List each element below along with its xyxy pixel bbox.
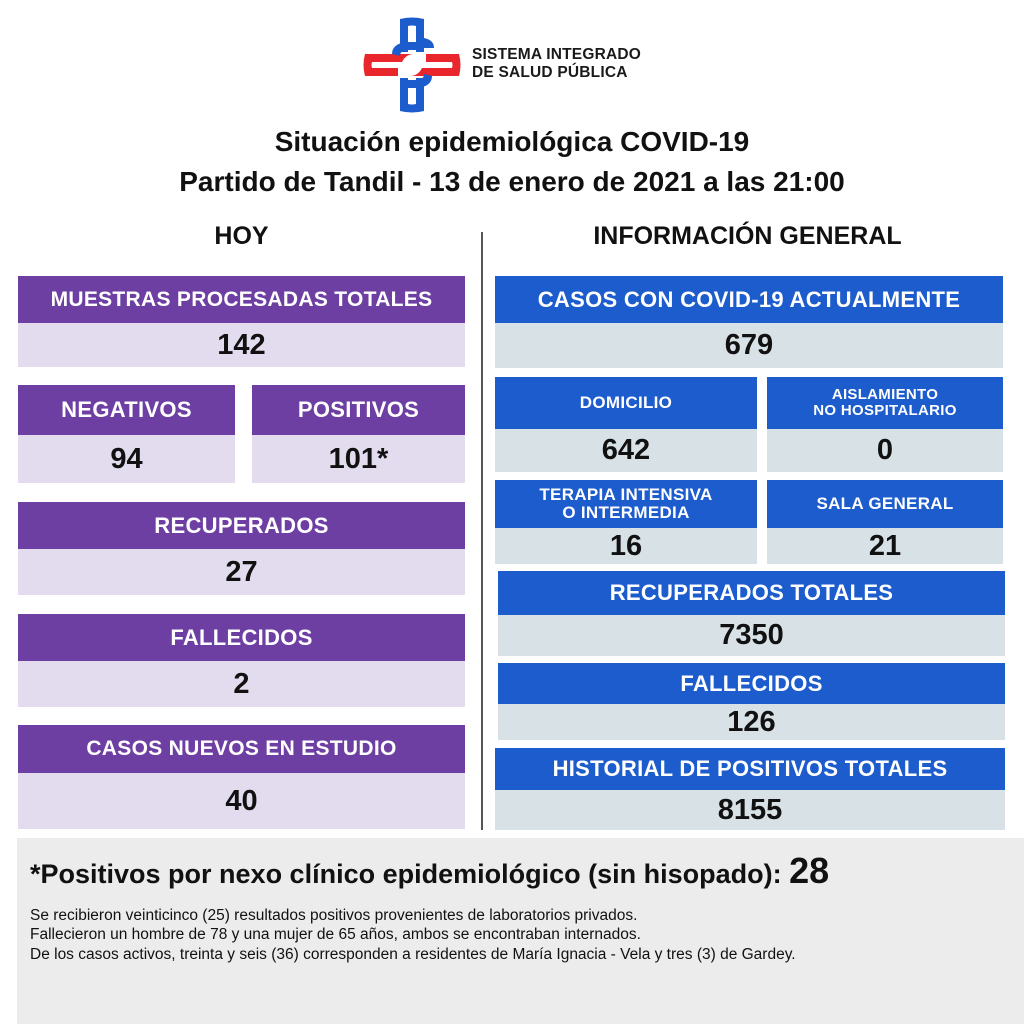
aislamiento-label: AISLAMIENTO NO HOSPITALARIO: [767, 377, 1003, 429]
recuperados-totales-value: 7350: [498, 615, 1005, 656]
domicilio-value: 642: [495, 429, 757, 472]
note-line: Fallecieron un hombre de 78 y una mujer …: [30, 926, 641, 944]
fallecidos-totales-label: FALLECIDOS: [498, 663, 1005, 704]
notes-body: Se recibieron veinticinco (25) resultado…: [30, 906, 1010, 964]
notes-panel: [17, 838, 1024, 1024]
brand-line-1: SISTEMA INTEGRADO: [472, 46, 642, 63]
muestras-value: 142: [18, 323, 465, 367]
positivos-label: POSITIVOS: [252, 385, 465, 435]
sala-label: SALA GENERAL: [767, 480, 1003, 528]
muestras-label: MUESTRAS PROCESADAS TOTALES: [18, 276, 465, 323]
actuales-label: CASOS CON COVID-19 ACTUALMENTE: [495, 276, 1003, 323]
positivos-value: 101*: [252, 435, 465, 483]
terapia-value: 16: [495, 528, 757, 564]
domicilio-label: DOMICILIO: [495, 377, 757, 429]
aislamiento-value: 0: [767, 429, 1003, 472]
recuperados-totales-label: RECUPERADOS TOTALES: [498, 571, 1005, 615]
hoy-heading: HOY: [214, 222, 269, 250]
fallecidos-hoy-label: FALLECIDOS: [18, 614, 465, 661]
aislamiento-label-line-2: NO HOSPITALARIO: [813, 402, 957, 419]
terapia-label-line-1: TERAPIA INTENSIVA: [539, 485, 713, 505]
sala-value: 21: [767, 528, 1003, 564]
nexo-clinico-headline: *Positivos por nexo clínico epidemiológi…: [30, 850, 829, 892]
note-line: Se recibieron veinticinco (25) resultado…: [30, 907, 638, 924]
aislamiento-label-line-1: AISLAMIENTO: [831, 386, 939, 404]
cross-shaped-logo-icon: [363, 17, 461, 113]
general-heading: INFORMACIÓN GENERAL: [593, 222, 902, 250]
fallecidos-totales-value: 126: [498, 704, 1005, 740]
page-subtitle: Partido de Tandil - 13 de enero de 2021 …: [179, 166, 845, 197]
negativos-label: NEGATIVOS: [18, 385, 235, 435]
nexo-clinico-label: *Positivos por nexo clínico epidemiológi…: [30, 859, 782, 889]
historial-label: HISTORIAL DE POSITIVOS TOTALES: [495, 748, 1005, 790]
brand-name: SISTEMA INTEGRADO DE SALUD PÚBLICA: [472, 46, 641, 82]
historial-value: 8155: [495, 790, 1005, 830]
terapia-label: TERAPIA INTENSIVA O INTERMEDIA: [495, 480, 757, 528]
actuales-value: 679: [495, 323, 1003, 368]
en-estudio-value: 40: [18, 773, 465, 829]
column-divider: [481, 232, 483, 830]
page-title: Situación epidemiológica COVID-19: [274, 126, 750, 157]
fallecidos-hoy-value: 2: [18, 661, 465, 707]
en-estudio-label: CASOS NUEVOS EN ESTUDIO: [18, 725, 465, 773]
recuperados-value: 27: [18, 549, 465, 595]
nexo-clinico-value: 28: [789, 850, 830, 891]
brand-line-2: DE SALUD PÚBLICA: [472, 64, 628, 81]
note-line: De los casos activos, treinta y seis (36…: [30, 945, 796, 963]
terapia-label-line-2: O INTERMEDIA: [562, 503, 690, 522]
recuperados-label: RECUPERADOS: [18, 502, 465, 549]
negativos-value: 94: [18, 435, 235, 483]
